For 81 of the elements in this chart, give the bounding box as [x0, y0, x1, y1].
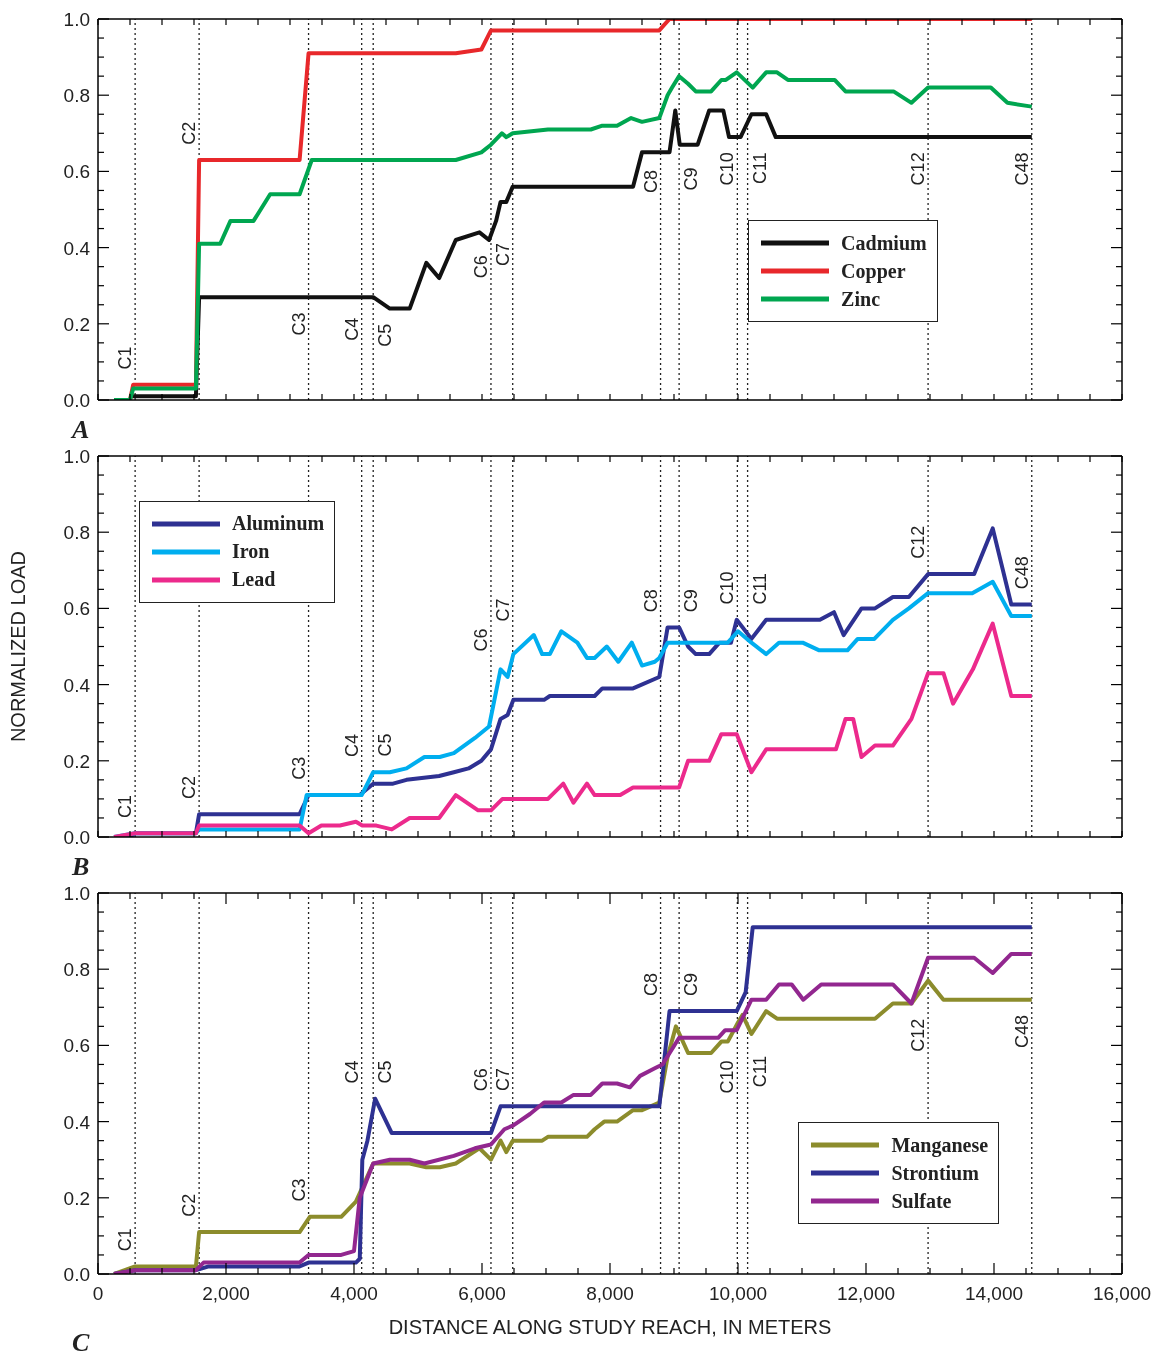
ref-line-label: C2 — [179, 1193, 200, 1217]
ref-line-label: C6 — [470, 1068, 491, 1092]
ref-line-label: C3 — [288, 1178, 309, 1202]
y-tick-label: 0.6 — [63, 1035, 90, 1057]
y-tick-label: 0.4 — [63, 1111, 91, 1133]
ref-line-label: C4 — [341, 317, 362, 341]
ref-line-label: C4 — [341, 733, 362, 757]
y-tick-label: 1.0 — [63, 9, 90, 30]
y-tick-label: 0.8 — [63, 959, 90, 981]
ref-line-label: C5 — [375, 733, 396, 757]
ref-line-label: C10 — [717, 152, 738, 186]
y-tick-label: 0.4 — [63, 237, 91, 259]
ref-line-label: C10 — [717, 571, 738, 605]
x-tick-label: 2,000 — [202, 1283, 250, 1304]
y-tick-label: 0.0 — [63, 390, 90, 411]
legend-label: Zinc — [841, 287, 881, 311]
ref-line-label: C3 — [288, 756, 309, 780]
ref-line-label: C6 — [470, 628, 491, 652]
ref-line-label: C6 — [470, 255, 491, 279]
x-tick-label: 4,000 — [330, 1283, 378, 1304]
y-axis-title: NORMALIZED LOAD — [7, 550, 30, 743]
x-tick-label: 6,000 — [458, 1283, 506, 1304]
line-series — [112, 621, 1034, 837]
text: A — [72, 415, 90, 445]
ref-line-label: C48 — [1011, 152, 1032, 186]
ref-line-label: C5 — [375, 1060, 396, 1084]
y-tick-label: 1.0 — [63, 883, 90, 904]
legend-label: Aluminum — [231, 512, 325, 536]
legend-label: Manganese — [891, 1133, 989, 1157]
ref-line-label: C7 — [492, 1068, 513, 1092]
y-tick-label: 0.8 — [63, 522, 90, 544]
legend-label: Cadmium — [841, 231, 927, 255]
ref-line-label: C9 — [681, 972, 702, 996]
legend-label: Strontium — [891, 1161, 979, 1185]
ref-line-label: C2 — [179, 121, 200, 145]
x-tick-label: 16,000 — [1092, 1283, 1152, 1304]
y-tick-label: 0.8 — [63, 85, 90, 107]
y-tick-label: 0.2 — [63, 1187, 90, 1209]
ref-line-label: C12 — [908, 152, 929, 186]
ref-line-label: C9 — [681, 167, 702, 191]
ref-line-label: C12 — [908, 525, 929, 559]
ref-line-label: C5 — [375, 323, 396, 347]
ref-line-label: C11 — [749, 152, 770, 185]
y-tick-label: 0.2 — [63, 750, 90, 772]
ref-line-label: C1 — [115, 346, 136, 370]
ref-line-label: C3 — [288, 312, 309, 336]
ref-line-label: C10 — [717, 1060, 738, 1094]
x-tick-label: 0 — [92, 1283, 104, 1304]
ref-line-label: C11 — [749, 1055, 770, 1088]
y-tick-label: 1.0 — [63, 446, 90, 467]
ref-line-label: C8 — [640, 972, 661, 996]
y-tick-label: 0.6 — [63, 161, 90, 183]
legend-label: Lead — [231, 568, 276, 592]
ref-line-label: C8 — [640, 589, 661, 613]
y-tick-label: 0.4 — [63, 674, 91, 696]
text: B — [72, 852, 90, 882]
x-tick-label: 8,000 — [586, 1283, 634, 1304]
ref-line-label: C7 — [492, 243, 513, 267]
y-tick-label: 0.2 — [63, 313, 90, 335]
ref-line-label: C2 — [179, 775, 200, 799]
ref-line-label: C11 — [749, 572, 770, 605]
ref-line-label: C7 — [492, 598, 513, 622]
ref-line-label: C48 — [1011, 556, 1032, 590]
ref-line-label: C1 — [115, 1228, 136, 1252]
legend-label: Copper — [841, 259, 906, 283]
ref-line-label: C12 — [908, 1018, 929, 1052]
ref-line-label: C8 — [640, 170, 661, 194]
x-axis-title: DISTANCE ALONG STUDY REACH, IN METERS — [388, 1316, 832, 1338]
y-tick-label: 0.0 — [63, 1264, 90, 1285]
ref-line-label: C48 — [1011, 1014, 1032, 1048]
x-tick-label: 14,000 — [964, 1283, 1024, 1304]
y-tick-label: 0.0 — [63, 827, 90, 848]
legend-label: Sulfate — [891, 1189, 952, 1213]
y-tick-label: 0.6 — [63, 598, 90, 620]
x-tick-label: 12,000 — [836, 1283, 896, 1304]
text: C — [72, 1328, 90, 1358]
x-tick-label: 10,000 — [708, 1283, 768, 1304]
legend-label: Iron — [231, 540, 270, 564]
ref-line-label: C4 — [341, 1060, 362, 1084]
ref-line-label: C1 — [115, 794, 136, 818]
ref-line-label: C9 — [681, 589, 702, 613]
